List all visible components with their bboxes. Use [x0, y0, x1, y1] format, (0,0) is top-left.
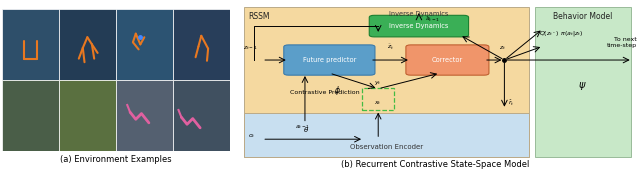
Text: $\phi$: $\phi$	[334, 84, 341, 97]
Text: Inverse Dynamics: Inverse Dynamics	[389, 11, 449, 17]
Bar	[173, 80, 230, 151]
Bar	[173, 9, 230, 80]
Bar	[59, 80, 116, 151]
Text: $z_t$: $z_t$	[499, 44, 506, 52]
Bar	[2, 9, 59, 80]
Text: To next
time-step: To next time-step	[607, 37, 637, 48]
Text: $x_t$: $x_t$	[374, 99, 382, 107]
FancyBboxPatch shape	[406, 45, 489, 75]
Text: (a) Environment Examples: (a) Environment Examples	[60, 155, 172, 164]
Text: Inverse Dynamics: Inverse Dynamics	[389, 23, 449, 29]
Bar	[116, 80, 173, 151]
Text: $a_{t-1}$: $a_{t-1}$	[295, 123, 310, 131]
Text: Future predictor: Future predictor	[303, 57, 356, 63]
Text: Behavior Model: Behavior Model	[553, 12, 612, 21]
FancyBboxPatch shape	[244, 7, 529, 157]
Text: Observation Encoder: Observation Encoder	[350, 144, 423, 150]
Text: (b) Recurrent Contrastive State-Space Model: (b) Recurrent Contrastive State-Space Mo…	[341, 160, 529, 169]
FancyBboxPatch shape	[284, 45, 375, 75]
Text: $\tilde{z}_t$: $\tilde{z}_t$	[387, 43, 394, 52]
Text: $\hat{r}_t$: $\hat{r}_t$	[508, 97, 515, 108]
FancyBboxPatch shape	[535, 7, 630, 157]
Text: $o_t$: $o_t$	[248, 132, 255, 140]
Text: $\theta$: $\theta$	[303, 125, 309, 134]
Text: $\psi$: $\psi$	[579, 80, 587, 92]
Bar	[59, 9, 116, 80]
Bar	[116, 9, 173, 80]
Text: RSSM: RSSM	[248, 12, 269, 21]
FancyBboxPatch shape	[369, 15, 468, 37]
FancyBboxPatch shape	[244, 113, 529, 157]
Text: Contrastive Prediction: Contrastive Prediction	[291, 90, 360, 95]
Text: Corrector: Corrector	[432, 57, 463, 63]
Text: $y_t$: $y_t$	[374, 79, 382, 87]
Text: $\hat{a}_{t-1}$: $\hat{a}_{t-1}$	[425, 14, 440, 24]
Text: $z_{t-1}$: $z_{t-1}$	[243, 44, 257, 52]
Bar	[2, 80, 59, 151]
Text: $Q(z_t\cdot)\ \pi(a_t|z_t)$: $Q(z_t\cdot)\ \pi(a_t|z_t)$	[539, 29, 584, 38]
